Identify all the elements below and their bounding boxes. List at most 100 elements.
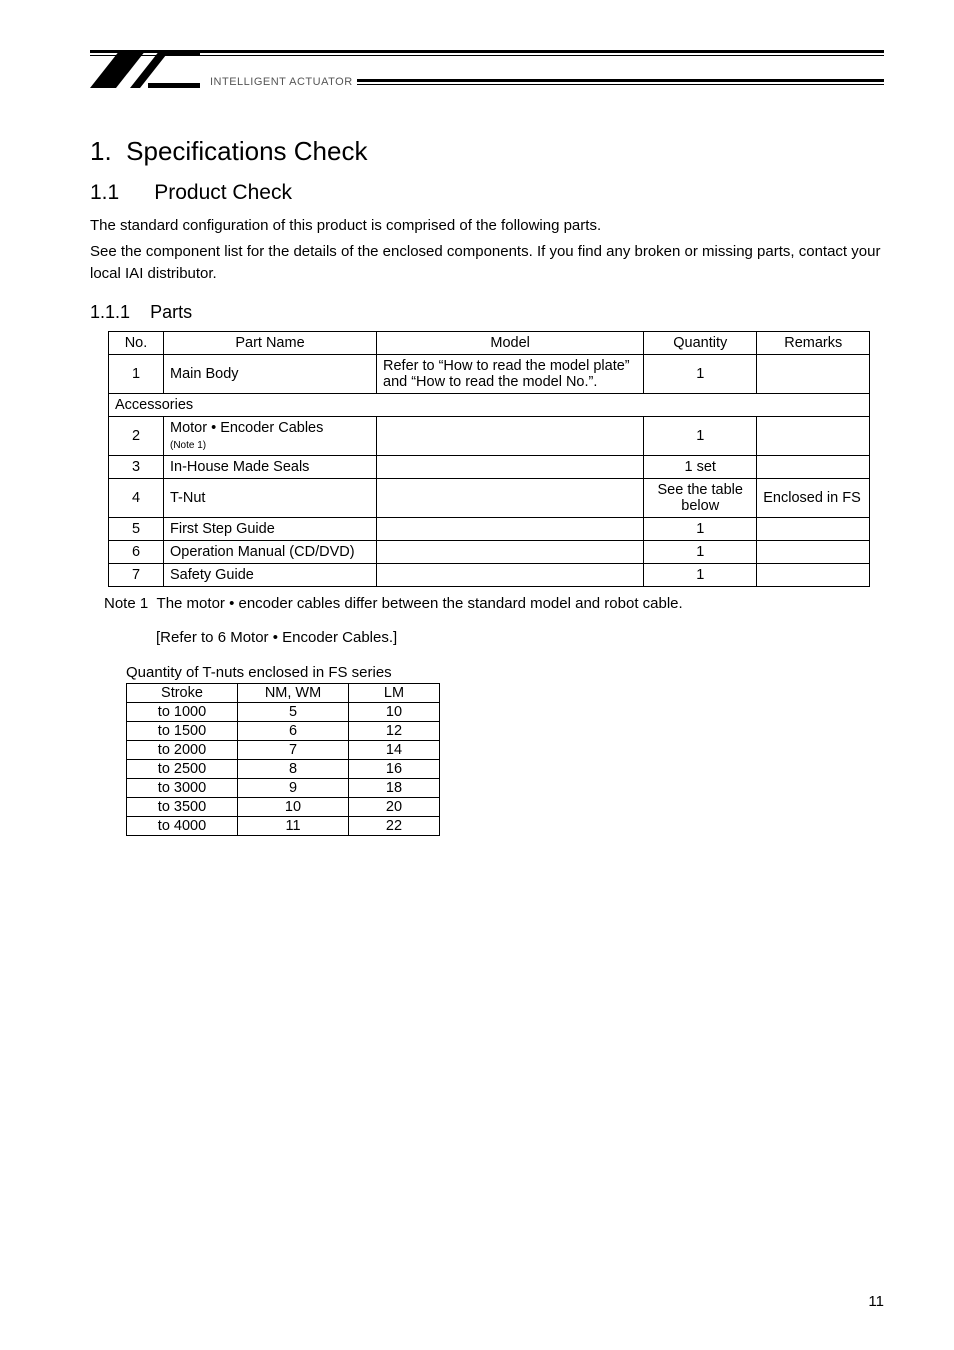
cell-name: First Step Guide [164, 518, 377, 541]
c: 11 [238, 817, 349, 836]
cell-name: Main Body [164, 355, 377, 394]
cell-no: 3 [109, 456, 164, 479]
table-header-row: No. Part Name Model Quantity Remarks [109, 332, 870, 355]
note-1-label: Note 1 [104, 595, 148, 612]
cell-qty: 1 [644, 564, 757, 587]
header-no: No. [109, 332, 164, 355]
cell-name: Motor • Encoder Cables (Note 1) [164, 417, 377, 456]
cell-name: In-House Made Seals [164, 456, 377, 479]
cell-model: Refer to “How to read the model plate” a… [377, 355, 644, 394]
subsubsection-number: 1.1.1 [90, 302, 130, 322]
cell-qty: 1 [644, 518, 757, 541]
cell-name-note: (Note 1) [170, 440, 206, 451]
intro-paragraph-2: See the component list for the details o… [90, 241, 884, 285]
tnut-header-nmwm: NM, WM [238, 684, 349, 703]
cell-rem [757, 564, 870, 587]
c: to 3000 [127, 779, 238, 798]
cell-name: T-Nut [164, 479, 377, 518]
table-row: 3 In-House Made Seals 1 set [109, 456, 870, 479]
c: 12 [349, 722, 440, 741]
header-part-name: Part Name [164, 332, 377, 355]
c: 10 [349, 703, 440, 722]
accessories-row: Accessories [109, 394, 870, 417]
tnut-row: to 2500816 [127, 760, 440, 779]
page-container: INTELLIGENT ACTUATOR 1. Specifications C… [0, 0, 954, 1350]
tnut-header-lm: LM [349, 684, 440, 703]
accessories-label: Accessories [109, 394, 870, 417]
cell-name: Safety Guide [164, 564, 377, 587]
header-remarks: Remarks [757, 332, 870, 355]
section-number: 1. [90, 136, 112, 166]
tnut-row: to 3000918 [127, 779, 440, 798]
note-1-text: The motor • encoder cables differ betwee… [157, 595, 683, 612]
header-rule-thin [357, 84, 884, 85]
c: to 3500 [127, 798, 238, 817]
top-rules [90, 50, 884, 56]
cell-no: 2 [109, 417, 164, 456]
subsection-heading: Product Check [154, 181, 292, 204]
c: to 4000 [127, 817, 238, 836]
tnut-row: to 1000510 [127, 703, 440, 722]
cell-qty: 1 [644, 417, 757, 456]
table-row: 1 Main Body Refer to “How to read the mo… [109, 355, 870, 394]
header-rule-thick [357, 79, 884, 82]
tnut-header-stroke: Stroke [127, 684, 238, 703]
c: 9 [238, 779, 349, 798]
subsection-title: 1.1 Product Check [90, 181, 884, 205]
header-quantity: Quantity [644, 332, 757, 355]
table-row: 5 First Step Guide 1 [109, 518, 870, 541]
cell-rem [757, 417, 870, 456]
subsection-number: 1.1 [90, 181, 119, 204]
rule-column: INTELLIGENT ACTUATOR [210, 76, 884, 88]
c: to 2500 [127, 760, 238, 779]
c: to 1000 [127, 703, 238, 722]
c: 8 [238, 760, 349, 779]
subsubsection-title: 1.1.1 Parts [90, 302, 884, 323]
table-row: 2 Motor • Encoder Cables (Note 1) 1 [109, 417, 870, 456]
note-1: Note 1 The motor • encoder cables differ… [104, 593, 884, 614]
section-heading: Specifications Check [126, 136, 367, 166]
cell-model [377, 564, 644, 587]
parts-table: No. Part Name Model Quantity Remarks 1 M… [108, 331, 870, 587]
c: 14 [349, 741, 440, 760]
cell-rem [757, 456, 870, 479]
subsubsection-heading: Parts [150, 302, 192, 322]
note-1-ref: [Refer to 6 Motor • Encoder Cables.] [156, 629, 884, 646]
logo-text: INTELLIGENT ACTUATOR [210, 76, 353, 88]
cell-model [377, 541, 644, 564]
cell-rem [757, 355, 870, 394]
tnut-row: to 1500612 [127, 722, 440, 741]
cell-rem [757, 518, 870, 541]
cell-model [377, 417, 644, 456]
tnut-table: Stroke NM, WM LM to 1000510 to 1500612 t… [126, 683, 440, 836]
cell-model [377, 518, 644, 541]
cell-model [377, 456, 644, 479]
c: 16 [349, 760, 440, 779]
page-number: 11 [868, 1293, 884, 1310]
c: 7 [238, 741, 349, 760]
tnut-row: to 2000714 [127, 741, 440, 760]
c: 22 [349, 817, 440, 836]
tnut-caption: Quantity of T-nuts enclosed in FS series [126, 664, 884, 681]
cell-qty: 1 [644, 541, 757, 564]
cell-no: 7 [109, 564, 164, 587]
section-title: 1. Specifications Check [90, 136, 884, 167]
c: to 2000 [127, 741, 238, 760]
cell-qty: See the table below [644, 479, 757, 518]
table-row: 7 Safety Guide 1 [109, 564, 870, 587]
table-row: 4 T-Nut See the table below Enclosed in … [109, 479, 870, 518]
cell-name-text: Motor • Encoder Cables [170, 420, 323, 436]
cell-qty: 1 set [644, 456, 757, 479]
c: 6 [238, 722, 349, 741]
intro-paragraph-1: The standard configuration of this produ… [90, 215, 884, 237]
cell-qty: 1 [644, 355, 757, 394]
c: 20 [349, 798, 440, 817]
cell-no: 4 [109, 479, 164, 518]
c: 18 [349, 779, 440, 798]
table-row: 6 Operation Manual (CD/DVD) 1 [109, 541, 870, 564]
c: to 1500 [127, 722, 238, 741]
header-model: Model [377, 332, 644, 355]
c: 10 [238, 798, 349, 817]
c: 5 [238, 703, 349, 722]
cell-no: 6 [109, 541, 164, 564]
